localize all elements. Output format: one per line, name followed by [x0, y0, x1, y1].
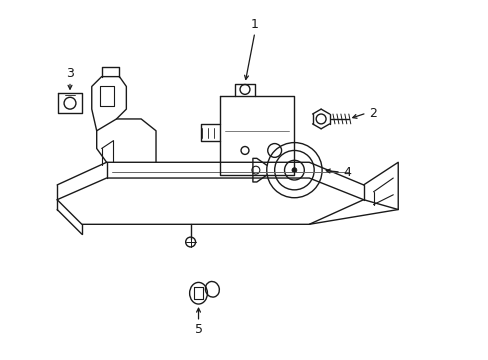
Text: 4: 4 [342, 166, 350, 179]
Text: 2: 2 [369, 107, 377, 120]
Text: 5: 5 [194, 323, 202, 336]
Text: 1: 1 [250, 18, 258, 31]
Circle shape [291, 168, 296, 172]
Text: 3: 3 [66, 67, 74, 80]
